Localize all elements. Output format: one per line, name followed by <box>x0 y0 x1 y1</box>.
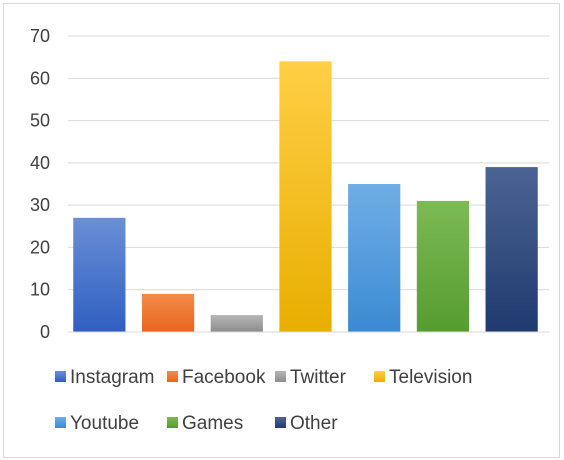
legend-label-games: Games <box>182 413 243 434</box>
bar-games <box>416 200 470 332</box>
legend-label-other: Other <box>290 413 338 434</box>
legend-swatch-twitter <box>275 371 286 382</box>
bar-twitter <box>210 315 263 332</box>
y-axis-ticks: 0 10 20 30 40 50 60 70 <box>30 26 50 342</box>
legend: Instagram Facebook Twitter Television Youtub… <box>55 367 472 434</box>
bar-television <box>279 61 332 332</box>
bars <box>73 61 538 332</box>
y-tick-label: 50 <box>30 111 50 131</box>
y-tick-label: 30 <box>30 195 50 215</box>
legend-label-youtube: Youtube <box>70 413 139 434</box>
y-tick-label: 60 <box>30 68 50 88</box>
legend-swatch-television <box>374 371 385 382</box>
legend-label-television: Television <box>389 367 472 388</box>
y-tick-label: 10 <box>30 280 50 300</box>
bar-youtube <box>348 184 401 332</box>
legend-swatch-other <box>275 417 286 428</box>
legend-label-facebook: Facebook <box>182 367 266 388</box>
legend-swatch-games <box>167 417 178 428</box>
bar-instagram <box>73 217 126 332</box>
y-tick-label: 70 <box>30 26 50 46</box>
legend-swatch-youtube <box>55 417 66 428</box>
y-tick-label: 0 <box>40 322 50 342</box>
bar-other <box>485 167 538 332</box>
y-tick-label: 40 <box>30 153 50 173</box>
legend-swatch-instagram <box>55 371 66 382</box>
legend-swatch-facebook <box>167 371 178 382</box>
y-tick-label: 20 <box>30 237 50 257</box>
bar-facebook <box>141 293 195 332</box>
legend-label-instagram: Instagram <box>70 367 154 388</box>
legend-label-twitter: Twitter <box>290 367 347 388</box>
